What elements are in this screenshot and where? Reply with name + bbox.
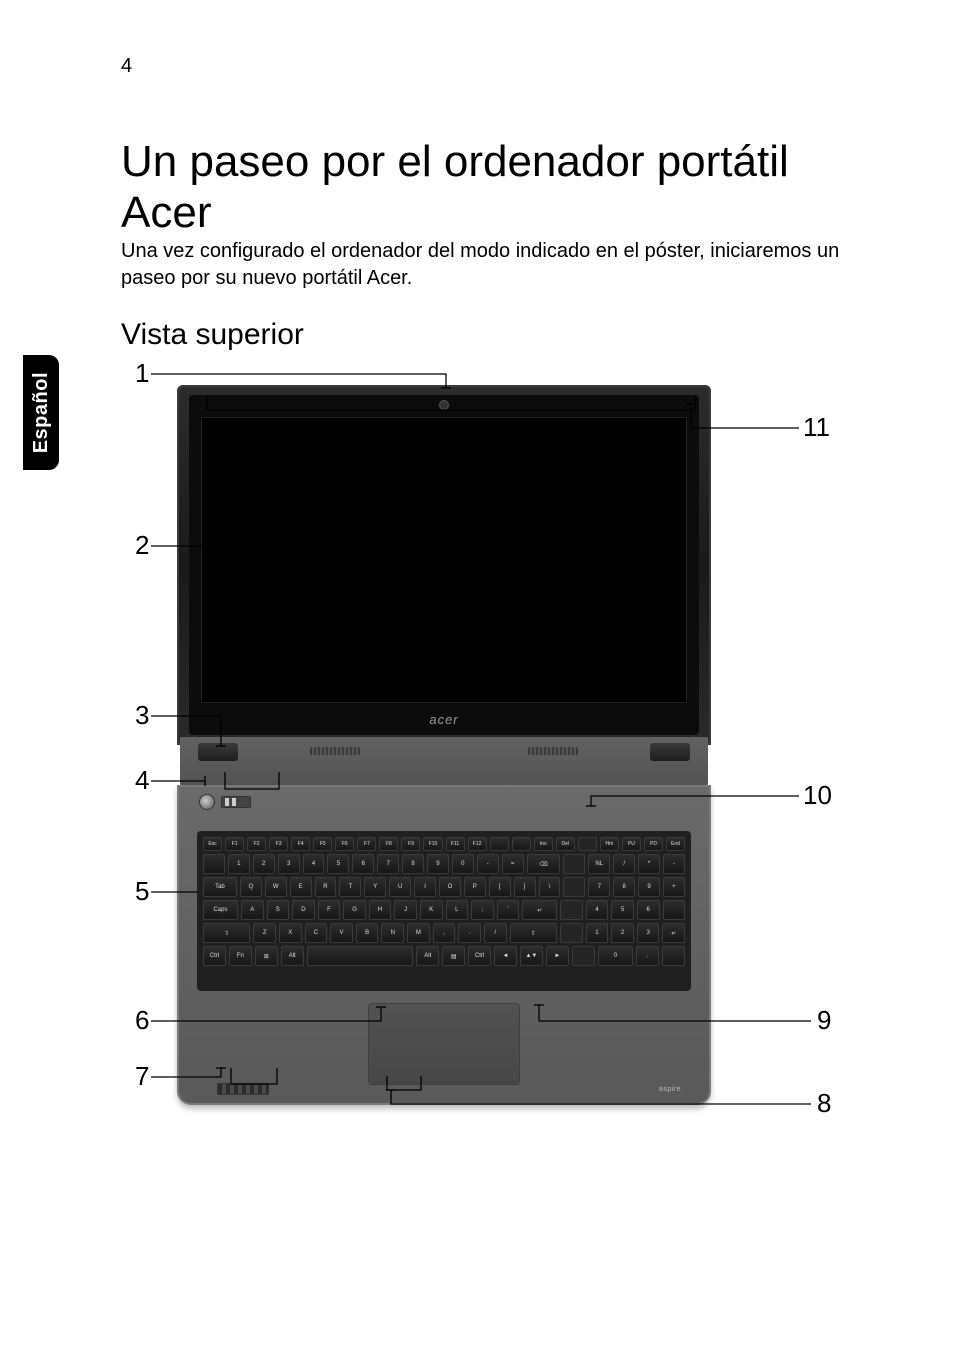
section-heading: Vista superior [121,318,304,352]
top-indicators [221,796,251,808]
laptop-illustration: acer EscF1F2F3F4F5F6F7F8F9F10F1 [177,385,711,1105]
webcam-icon [439,400,449,410]
speaker-grille-right [528,747,578,755]
manual-page: 4 Español Un paseo por el ordenador port… [0,0,954,1369]
model-label: aspire [659,1086,681,1093]
callout-number-11: 11 [803,412,830,443]
power-button-area [199,795,269,809]
intro-paragraph: Una vez configurado el ordenador del mod… [121,238,874,292]
keyboard: EscF1F2F3F4F5F6F7F8F9F10F11F12InsDelHmPU… [197,831,691,991]
laptop-top-view-diagram: acer EscF1F2F3F4F5F6F7F8F9F10F1 [121,350,861,1135]
laptop-lid: acer [177,385,711,745]
brand-label: acer [429,712,458,727]
page-title: Un paseo por el ordenador portátil Acer [121,137,874,238]
language-side-tab: Español [23,355,59,470]
hinge-left [198,743,238,761]
hinge-area [180,737,708,787]
callout-number-2: 2 [135,530,149,561]
touchpad [368,1003,520,1085]
status-indicators [217,1083,269,1095]
callout-number-9: 9 [817,1005,831,1036]
language-label: Español [30,372,53,453]
callout-number-4: 4 [135,765,149,796]
callout-number-10: 10 [803,780,832,811]
callout-number-1: 1 [135,358,149,389]
display-screen [201,417,687,703]
screen-bezel: acer [189,395,699,735]
callout-number-5: 5 [135,876,149,907]
page-number: 4 [121,55,132,78]
callout-number-6: 6 [135,1005,149,1036]
power-button-icon [199,794,215,810]
callout-number-8: 8 [817,1088,831,1119]
laptop-base: EscF1F2F3F4F5F6F7F8F9F10F11F12InsDelHmPU… [177,785,711,1105]
callout-number-7: 7 [135,1061,149,1092]
hinge-right [650,743,690,761]
speaker-grille-left [310,747,360,755]
callout-number-3: 3 [135,700,149,731]
